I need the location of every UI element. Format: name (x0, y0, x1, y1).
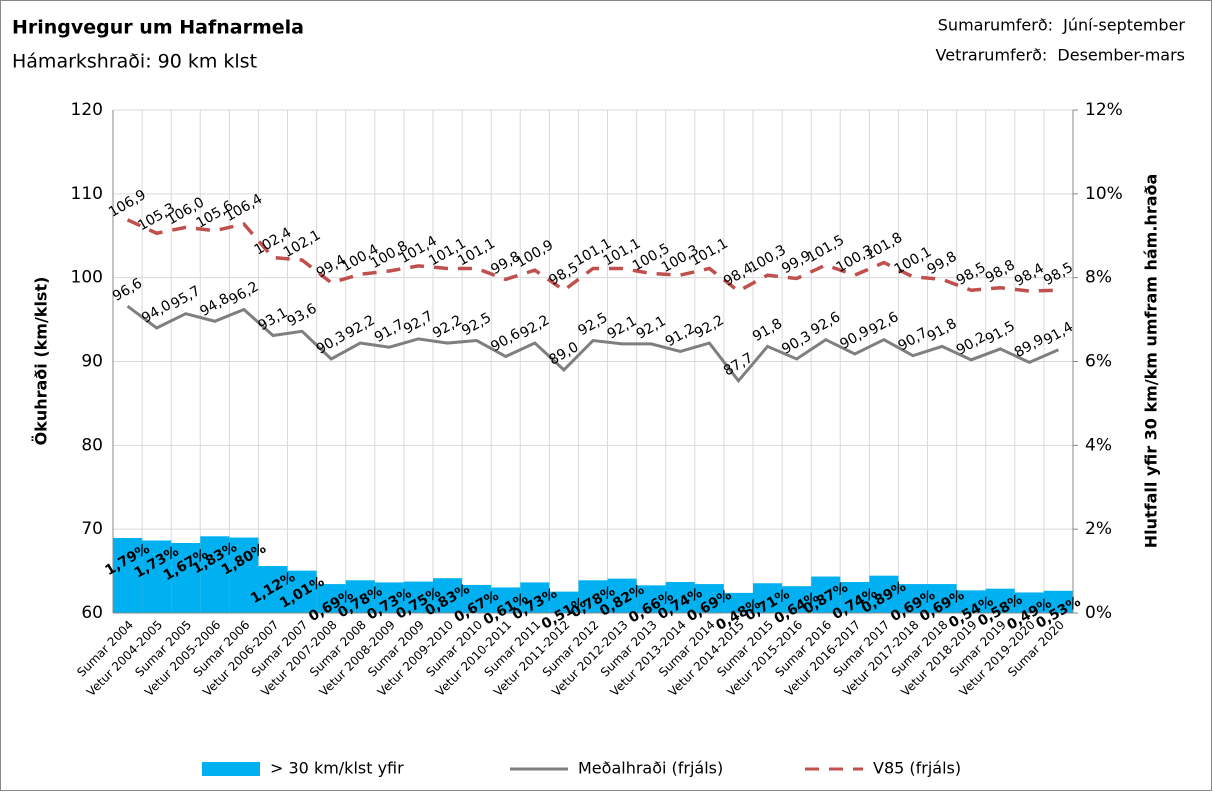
y2-tick-label: 6% (1085, 352, 1112, 372)
annotation: Sumarumferð: Júní-september (938, 16, 1186, 35)
bar (956, 590, 986, 613)
bar (462, 584, 492, 613)
bar (1043, 590, 1073, 613)
bar (258, 566, 288, 613)
bar (403, 581, 433, 613)
bar (694, 584, 724, 613)
bar (113, 537, 143, 613)
bar (840, 581, 870, 613)
bar (1014, 592, 1044, 613)
y-tick-label: 70 (81, 519, 103, 539)
y2-tick-label: 8% (1085, 268, 1112, 288)
bar (287, 570, 317, 613)
bar (549, 591, 579, 613)
y2-tick-label: 12% (1085, 100, 1123, 120)
y-axis-label: Ökuhraði (km/klst) (32, 277, 51, 446)
bar (316, 584, 346, 613)
bar (374, 582, 404, 613)
line-series (126, 218, 1059, 294)
y2-tick-label: 4% (1085, 435, 1112, 455)
bar (782, 586, 812, 613)
bar (607, 578, 637, 613)
bar (520, 582, 550, 613)
line-series (126, 304, 1060, 384)
bar (491, 587, 521, 613)
bar (142, 540, 172, 613)
y2-tick-label: 0% (1085, 603, 1112, 623)
bar (753, 583, 783, 613)
y-tick-label: 120 (71, 100, 103, 120)
annotation: Vetrarumferð: Desember-mars (936, 46, 1185, 65)
chart-subtitle: Hámarkshraði: 90 km klst (12, 51, 257, 73)
chart-title: Hringvegur um Hafnarmela (12, 17, 304, 39)
y-tick-label: 80 (81, 435, 103, 455)
y-tick-label: 110 (71, 184, 103, 204)
legend-swatch (202, 762, 260, 776)
legend-label: V85 (frjáls) (873, 759, 961, 778)
bar (927, 584, 957, 613)
bar (636, 585, 666, 613)
bar (811, 576, 841, 613)
bar (200, 536, 230, 613)
y2-axis-label: Hlutfall yfir 30 km/km umfram hám.hraða (1142, 174, 1161, 549)
bar (665, 581, 695, 613)
bar (869, 575, 899, 613)
y-tick-label: 60 (81, 603, 103, 623)
bar (723, 592, 753, 613)
y-tick-label: 90 (81, 352, 103, 372)
bar (898, 584, 928, 613)
legend-label: > 30 km/klst yfir (270, 759, 404, 778)
bar (578, 580, 608, 613)
bar (433, 578, 463, 613)
y2-tick-label: 10% (1085, 184, 1123, 204)
legend-label: Meðalhraði (frjáls) (578, 759, 723, 778)
bar (985, 588, 1015, 613)
bar (171, 542, 201, 613)
y2-tick-label: 2% (1085, 519, 1112, 539)
bar (229, 537, 259, 613)
y-tick-label: 100 (71, 268, 103, 288)
bar (345, 580, 375, 613)
